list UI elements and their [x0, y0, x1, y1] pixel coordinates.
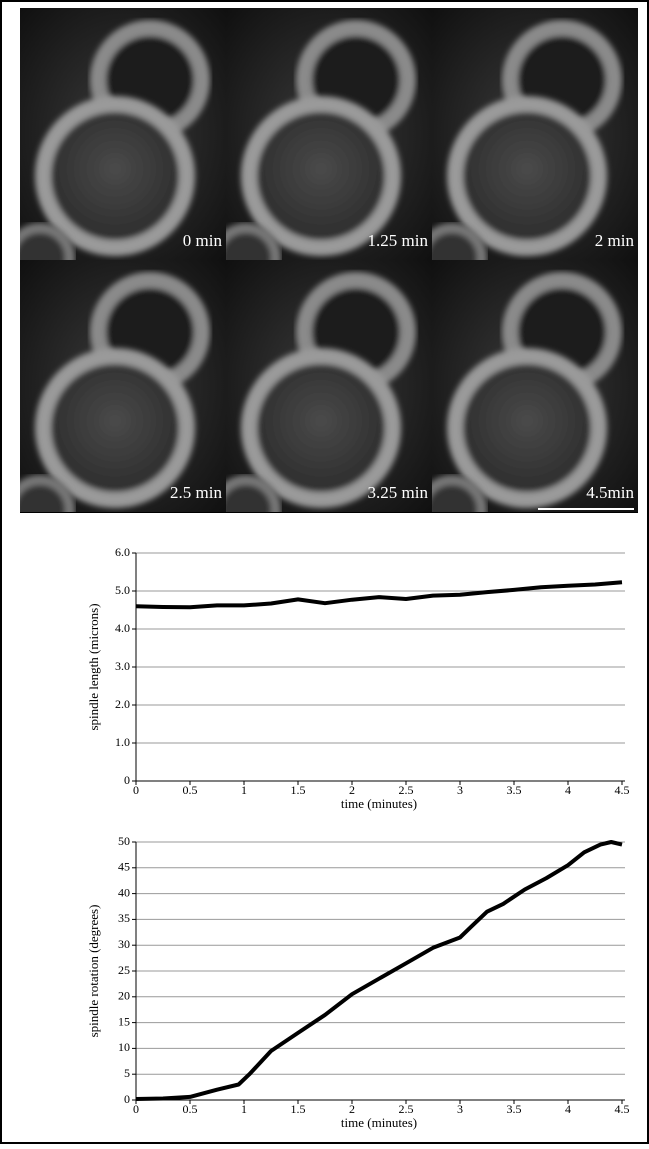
y-axis-title: spindle length (microns): [86, 603, 101, 730]
cell-image: [432, 260, 638, 512]
spindle: [268, 408, 368, 456]
chart: 0 1.0 2.0 3.0 4.0 5.0 6.0 0 0.5 1 1.5 2 2.5 3 3.5 4 4.5 t…: [86, 545, 630, 811]
x-tick-label: 0.5: [183, 1102, 198, 1116]
spindle: [471, 172, 577, 188]
x-tick-label: 1.5: [291, 1102, 306, 1116]
image-panel: 2.5 min: [20, 260, 226, 512]
y-tick-label: 0: [124, 773, 130, 787]
y-tick-label: 1.0: [115, 735, 130, 749]
x-tick-label: 2.5: [399, 783, 414, 797]
cell-image: [432, 8, 638, 260]
spindle: [267, 160, 369, 200]
spindle: [61, 160, 163, 200]
image-panel: 4.5min: [432, 260, 638, 512]
y-tick-label: 30: [118, 937, 130, 951]
x-tick-label: 1.5: [291, 783, 306, 797]
x-tick-label: 4.5: [615, 783, 630, 797]
x-tick-label: 2: [349, 1102, 355, 1116]
neighbor-cell: [226, 475, 281, 512]
time-label: 3.25 min: [368, 483, 429, 502]
time-label: 2 min: [595, 231, 635, 250]
y-tick-label: 2.0: [115, 697, 130, 711]
x-tick-label: 0: [133, 783, 139, 797]
image-panel: 1.25 min: [226, 8, 432, 260]
x-tick-label: 0.5: [183, 783, 198, 797]
image-panel: 3.25 min: [226, 260, 432, 512]
x-tick-label: 3.5: [507, 1102, 522, 1116]
x-tick-label: 2: [349, 783, 355, 797]
y-tick-label: 6.0: [115, 545, 130, 559]
x-tick-label: 4: [565, 1102, 571, 1116]
image-panel: 0 min: [20, 8, 226, 260]
x-tick-label: 3.5: [507, 783, 522, 797]
x-tick-label: 3: [457, 1102, 463, 1116]
data-line: [135, 840, 623, 1101]
x-tick-label: 4.5: [615, 1102, 630, 1116]
x-tick-label: 1: [241, 783, 247, 797]
x-tick-label: 4: [565, 783, 571, 797]
neighbor-cell: [432, 475, 487, 512]
time-label: 1.25 min: [368, 231, 429, 250]
data-line: [135, 580, 623, 610]
cell-image: [226, 8, 432, 260]
y-tick-label: 45: [118, 860, 130, 874]
y-tick-label: 3.0: [115, 659, 130, 673]
x-axis-title: time (minutes): [341, 1115, 417, 1130]
neighbor-cell: [226, 223, 281, 260]
y-axis-title: spindle rotation (degrees): [86, 905, 101, 1038]
time-label: 4.5min: [586, 483, 634, 502]
y-tick-label: 50: [118, 834, 130, 848]
neighbor-cell: [20, 475, 75, 512]
cell-image: [20, 260, 226, 512]
x-axis-title: time (minutes): [341, 796, 417, 811]
charts: 0 1.0 2.0 3.0 4.0 5.0 6.0 0 0.5 1 1.5 2 2.5 3 3.5 4 4.5 t…: [86, 545, 630, 1130]
time-label: 2.5 min: [170, 483, 222, 502]
neighbor-cell: [432, 223, 487, 260]
panels: 0 min 1.25 min 2 min 2.5 min 3.25 min 4.5min: [20, 8, 638, 512]
x-tick-label: 3: [457, 783, 463, 797]
y-tick-label: 5.0: [115, 583, 130, 597]
neighbor-cell: [20, 223, 75, 260]
x-tick-label: 2.5: [399, 1102, 414, 1116]
cell-image: [226, 260, 432, 512]
image-panel: 2 min: [432, 8, 638, 260]
y-tick-label: 4.0: [115, 621, 130, 635]
x-tick-label: 1: [241, 1102, 247, 1116]
y-tick-label: 0: [124, 1092, 130, 1106]
y-tick-label: 25: [118, 963, 130, 977]
y-tick-label: 40: [118, 885, 130, 899]
y-tick-label: 15: [118, 1014, 130, 1028]
spindle: [480, 397, 568, 467]
y-tick-label: 20: [118, 989, 130, 1003]
chart: 0 5 10 15 20 25 30 35 40 45 50 0 0.5 1 1.5 2 2.5 3 3.5 4 4.5…: [86, 834, 630, 1130]
spindle: [60, 416, 164, 448]
x-tick-label: 0: [133, 1102, 139, 1116]
time-label: 0 min: [183, 231, 223, 250]
y-tick-label: 5: [124, 1066, 130, 1080]
y-tick-label: 10: [118, 1040, 130, 1054]
y-tick-label: 35: [118, 911, 130, 925]
cell-image: [20, 8, 226, 260]
